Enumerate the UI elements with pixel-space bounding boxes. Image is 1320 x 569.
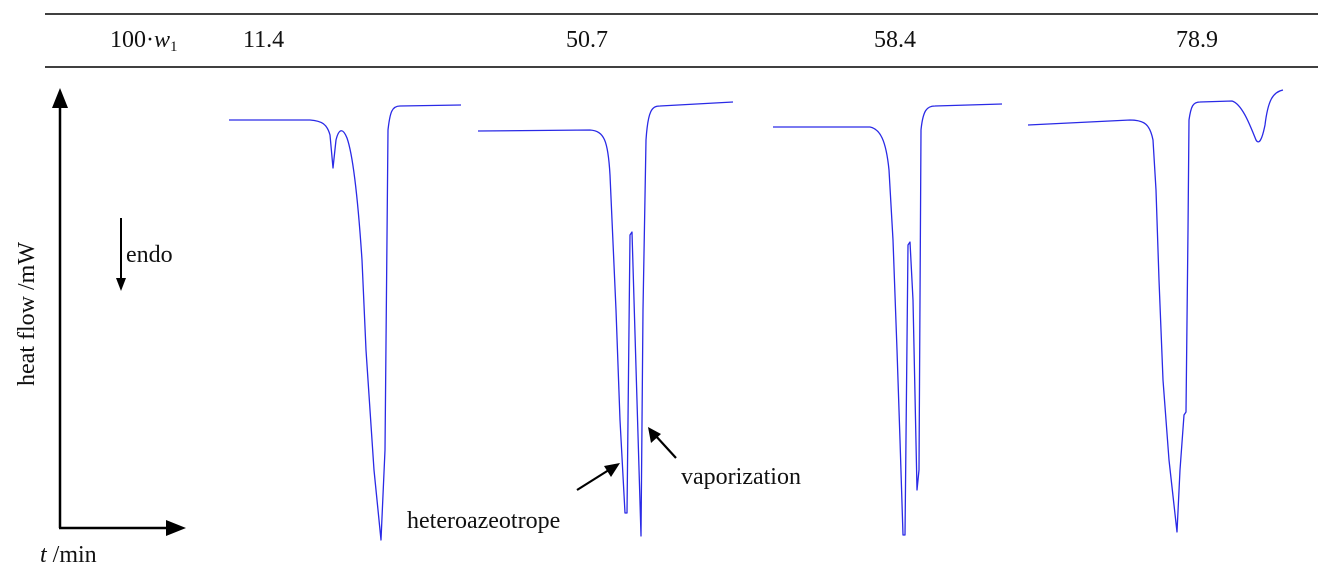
vaporization-arrow-shaft	[654, 434, 677, 459]
heteroazeotrope-label: heteroazeotrope	[407, 508, 560, 534]
composition-value-2: 50.7	[566, 27, 608, 53]
composition-value-4: 78.9	[1176, 27, 1218, 53]
thermogram-58-4	[773, 103, 1003, 536]
vaporization-label: vaporization	[681, 464, 801, 490]
x-axis-arrowhead	[166, 520, 186, 536]
composition-header: 100·w1	[110, 27, 178, 55]
composition-value-1: 11.4	[243, 27, 284, 53]
thermogram-11-4	[229, 104, 462, 541]
endo-arrowhead	[116, 278, 126, 291]
thermogram-78-9	[1027, 89, 1284, 533]
composition-value-3: 58.4	[874, 27, 916, 53]
heteroazeotrope-arrow-shaft	[576, 467, 613, 491]
x-axis-label: t /min	[40, 542, 97, 568]
heteroazeotrope-arrowhead	[604, 463, 620, 477]
y-axis-arrowhead	[52, 88, 68, 108]
vaporization-arrowhead	[648, 427, 661, 443]
y-axis-label: heat flow /mW	[14, 242, 40, 386]
thermogram-50-7	[477, 101, 734, 537]
endo-label: endo	[126, 242, 173, 268]
